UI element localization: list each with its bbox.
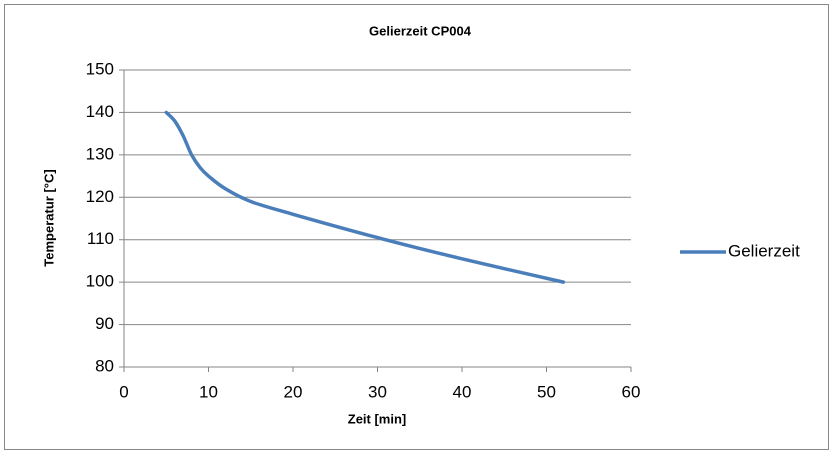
y-tick-label: 110: [87, 229, 114, 248]
x-axis-label: Zeit [min]: [348, 411, 407, 426]
y-tick-label: 80: [95, 356, 114, 375]
y-tick-label: 130: [86, 144, 114, 163]
y-tick-label: 100: [86, 272, 114, 291]
x-tick-label: 60: [622, 382, 641, 401]
x-tick-label: 50: [537, 382, 556, 401]
x-tick-label: 40: [453, 382, 472, 401]
chart-frame: [4, 4, 829, 450]
y-axis-label: Temperatur [°C]: [41, 169, 56, 266]
y-tick-label: 150: [86, 59, 114, 78]
y-tick-label: 90: [95, 314, 114, 333]
legend-label: Gelierzeit: [728, 241, 800, 260]
y-tick-label: 140: [86, 102, 114, 121]
x-tick-label: 20: [284, 382, 303, 401]
chart-title: Gelierzeit CP004: [369, 23, 472, 38]
x-tick-label: 0: [119, 382, 128, 401]
data-line: [164, 110, 566, 284]
y-tick-label: 120: [86, 187, 114, 206]
x-tick-label: 30: [368, 382, 387, 401]
x-tick-label: 10: [199, 382, 218, 401]
